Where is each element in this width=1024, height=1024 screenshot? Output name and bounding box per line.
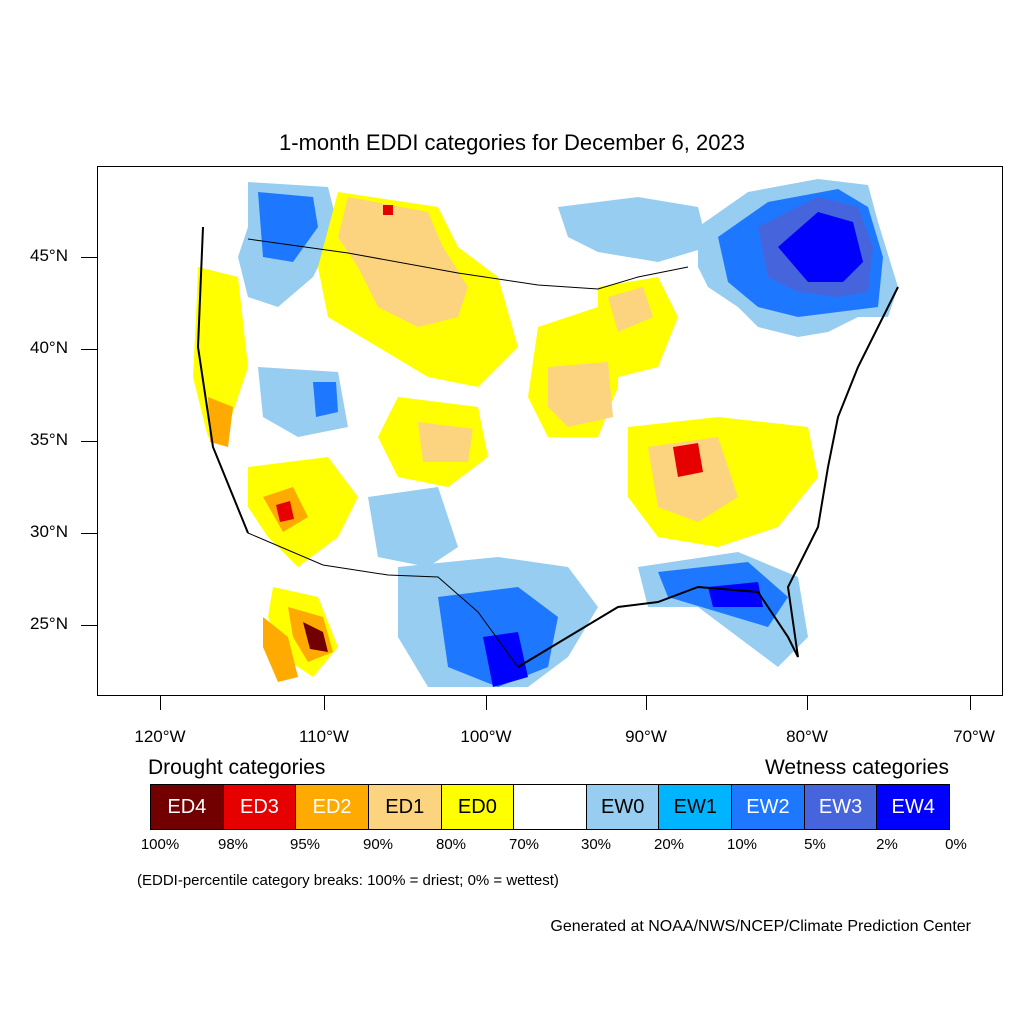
category-shading	[193, 179, 898, 687]
drought-categories-heading: Drought categories	[148, 756, 326, 779]
legend-box-ew1: EW1	[659, 785, 733, 829]
percentile-label: 95%	[289, 836, 321, 853]
lat-label-30: 30°N	[30, 522, 68, 541]
legend-box-ew3: EW3	[804, 785, 878, 829]
wet-region-north	[558, 197, 708, 262]
wet-region-texas-ew4	[483, 632, 528, 687]
percentile-label: 10%	[726, 836, 758, 853]
lon-tick-110	[324, 696, 325, 710]
wet-region-northwest-ew1	[258, 192, 318, 262]
dry-region-baja-ed4	[303, 622, 328, 652]
dry-region-southeast-ed1	[648, 437, 738, 522]
lat-label-35: 35°N	[30, 430, 68, 449]
legend-box-ed2: ED2	[296, 785, 369, 829]
percentile-label: 70%	[508, 836, 540, 853]
legend-color-bar: ED4 ED3 ED2 ED1 ED0 EW0 EW1 EW2 EW3 EW4	[150, 784, 950, 830]
lat-tick-45	[81, 257, 97, 258]
dry-region-michigan-ed1	[608, 287, 653, 332]
legend-box-normal	[514, 785, 587, 829]
lon-label-120: 120°W	[134, 727, 186, 746]
dry-region-southwest-ed3	[276, 501, 294, 522]
dry-region-midwest-ed1	[548, 362, 613, 427]
lat-tick-30	[81, 533, 97, 534]
percentile-label: 0%	[945, 836, 967, 853]
legend-box-ed0: ED0	[441, 785, 515, 829]
boundaries	[196, 226, 899, 668]
lon-tick-90	[646, 696, 647, 710]
dry-region-southeast-ed3	[673, 443, 703, 477]
gulf-coast	[517, 585, 799, 668]
percentile-label: 80%	[435, 836, 467, 853]
wet-region-northeast-ew4	[778, 212, 863, 282]
legend-box-ew4: EW4	[877, 785, 950, 829]
legend-box-ed3: ED3	[223, 785, 297, 829]
percentile-label: 100%	[140, 836, 180, 853]
lon-tick-120	[160, 696, 161, 710]
lat-tick-35	[81, 441, 97, 442]
lat-tick-40	[81, 349, 97, 350]
percentile-label: 20%	[653, 836, 685, 853]
lon-label-80: 80°W	[786, 727, 828, 746]
lon-label-110: 110°W	[299, 727, 349, 746]
lon-tick-100	[486, 696, 487, 710]
percentile-label: 90%	[362, 836, 394, 853]
lon-label-90: 90°W	[625, 727, 667, 746]
dry-region-westcoast-ed2	[208, 397, 233, 447]
dry-region-baja-south	[263, 617, 298, 682]
wet-region-greatbasin-ew2	[313, 382, 338, 417]
eddi-map	[193, 179, 899, 687]
dry-region-westcoast	[193, 267, 248, 437]
category-breaks-note: (EDDI-percentile category breaks: 100% =…	[137, 872, 559, 889]
lat-label-40: 40°N	[30, 338, 68, 357]
map-title: 1-month EDDI categories for December 6, …	[279, 130, 745, 155]
us-canada-border	[247, 238, 689, 290]
percentile-label: 5%	[804, 836, 826, 853]
lat-label-45: 45°N	[30, 246, 68, 265]
lat-label-25: 25°N	[30, 614, 68, 633]
lon-tick-80	[807, 696, 808, 710]
map-panel	[97, 166, 1003, 696]
west-coast	[196, 226, 249, 534]
us-mexico-border	[247, 532, 519, 668]
percentile-label: 30%	[580, 836, 612, 853]
legend-box-ed4: ED4	[151, 785, 224, 829]
legend-box-ew0: EW0	[586, 785, 660, 829]
percentile-label: 98%	[217, 836, 249, 853]
dry-region-plains-ed1	[418, 422, 473, 462]
credit-line: Generated at NOAA/NWS/NCEP/Climate Predi…	[550, 918, 971, 935]
east-coast	[786, 286, 899, 658]
legend-box-ew2: EW2	[732, 785, 805, 829]
percentile-label: 2%	[876, 836, 898, 853]
lon-label-70: 70°W	[953, 727, 995, 746]
dry-region-north-ed1	[338, 197, 468, 327]
lon-tick-70	[970, 696, 971, 710]
lat-tick-25	[81, 625, 97, 626]
lon-label-100: 100°W	[460, 727, 512, 746]
legend-box-ed1: ED1	[368, 785, 442, 829]
wetness-categories-heading: Wetness categories	[764, 756, 949, 779]
wet-region-newmexico	[368, 487, 458, 567]
dry-region-north-ed3	[383, 205, 393, 215]
